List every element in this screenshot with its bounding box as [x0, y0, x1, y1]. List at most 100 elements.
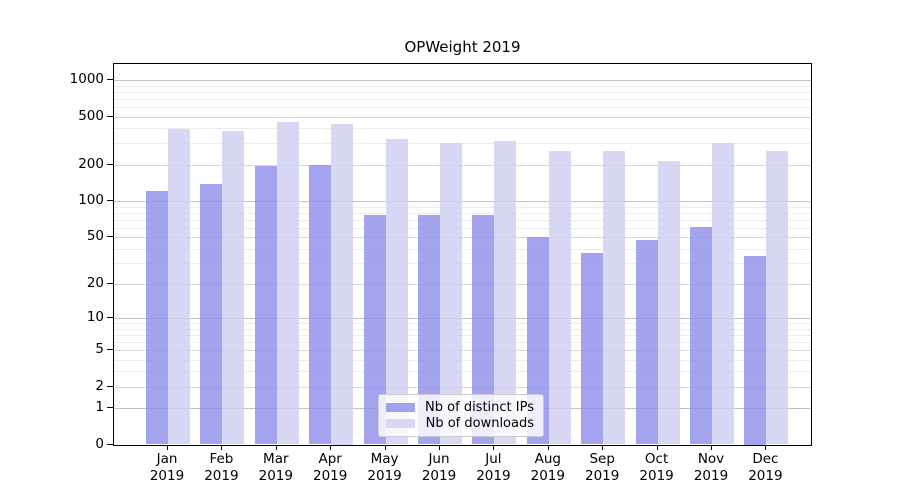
bar-downloads-nov [712, 143, 734, 445]
bar-downloads-jul [494, 140, 517, 445]
bar-ips-jan [146, 190, 168, 445]
bar-ips-feb [200, 183, 223, 445]
x-tick-label-jul: Jul 2019 [476, 451, 511, 484]
x-tick-mark-sep [602, 444, 604, 450]
chart-title: OPWeight 2019 [404, 38, 521, 56]
gridline-500 [114, 116, 811, 118]
legend-label-downloads: Nb of downloads [425, 416, 534, 432]
bar-ips-dec [744, 255, 767, 445]
bar-ips-mar [254, 166, 277, 445]
y-tick-mark-50 [107, 236, 113, 238]
y-tick-mark-0 [107, 443, 113, 445]
x-tick-label-nov: Nov 2019 [693, 451, 729, 484]
gridline-1000 [114, 80, 811, 82]
x-tick-label-apr: Apr 2019 [313, 451, 348, 484]
y-tick-label-1000: 1000 [69, 71, 104, 88]
x-tick-label-oct: Oct 2019 [639, 451, 674, 484]
gridline-7 [114, 334, 811, 336]
gridline-6 [114, 341, 811, 343]
bar-ips-oct [635, 240, 658, 445]
legend: Nb of distinct IPs Nb of downloads [378, 394, 544, 437]
y-tick-mark-500 [107, 115, 113, 117]
x-tick-label-dec: Dec 2019 [748, 451, 783, 484]
y-tick-mark-200 [107, 163, 113, 165]
y-tick-mark-1000 [107, 79, 113, 81]
gridline-100 [114, 201, 811, 203]
x-tick-label-mar: Mar 2019 [258, 451, 293, 484]
legend-swatch-ips [386, 402, 415, 412]
gridline-20 [114, 283, 811, 285]
y-tick-mark-5 [107, 349, 113, 350]
bar-ips-nov [690, 226, 712, 445]
y-tick-label-100: 100 [78, 192, 104, 209]
bar-downloads-may [385, 139, 408, 445]
x-tick-mark-mar [275, 444, 277, 450]
y-tick-label-200: 200 [78, 155, 104, 172]
y-tick-label-2: 2 [95, 377, 104, 394]
gridline-30 [114, 263, 811, 265]
bar-downloads-jun [440, 143, 462, 445]
bar-downloads-sep [603, 151, 626, 445]
y-tick-label-20: 20 [86, 274, 104, 291]
gridline-8 [114, 328, 811, 330]
x-tick-mark-dec [765, 444, 767, 450]
y-tick-label-10: 10 [86, 309, 104, 325]
bar-downloads-oct [657, 160, 680, 445]
x-tick-mark-aug [547, 444, 549, 450]
gridline-3 [114, 371, 811, 373]
gridline-70 [114, 219, 811, 221]
x-tick-mark-jun [439, 444, 440, 450]
y-tick-label-5: 5 [95, 341, 104, 357]
x-tick-label-may: May 2019 [367, 451, 402, 484]
gridline-9 [114, 323, 811, 324]
bar-ips-jul [472, 214, 495, 445]
x-tick-label-feb: Feb 2019 [204, 451, 239, 484]
y-tick-mark-2 [107, 385, 113, 387]
y-tick-mark-10 [107, 317, 113, 318]
bar-ips-sep [581, 252, 604, 445]
bar-downloads-jan [168, 129, 190, 445]
x-tick-mark-jul [493, 444, 495, 450]
gridline-40 [114, 248, 811, 250]
gridline-60 [114, 227, 811, 229]
x-tick-label-aug: Aug 2019 [530, 451, 565, 484]
gridline-50 [114, 237, 811, 239]
bar-downloads-aug [548, 150, 571, 445]
x-tick-mark-oct [656, 444, 658, 450]
legend-swatch-downloads [386, 419, 415, 429]
bar-ips-aug [526, 237, 549, 445]
bar-ips-may [363, 215, 386, 445]
gridline-2 [114, 386, 811, 388]
bar-downloads-feb [222, 130, 245, 445]
gridline-800 [114, 91, 811, 93]
x-tick-mark-jan [167, 444, 168, 450]
y-tick-mark-100 [107, 200, 113, 202]
legend-row-downloads: Nb of downloads [386, 416, 534, 431]
bar-downloads-mar [276, 121, 299, 445]
legend-label-ips: Nb of distinct IPs [425, 399, 534, 415]
bar-ips-jun [418, 215, 440, 445]
gridline-300 [114, 143, 811, 145]
x-tick-mark-feb [221, 444, 223, 450]
bar-downloads-dec [766, 150, 789, 445]
gridline-200 [114, 164, 811, 166]
x-tick-mark-apr [330, 444, 332, 450]
x-tick-label-jun: Jun 2019 [421, 451, 457, 484]
y-tick-label-0: 0 [95, 435, 104, 452]
x-tick-mark-nov [711, 444, 712, 450]
x-tick-label-jan: Jan 2019 [149, 451, 185, 484]
gridline-900 [114, 85, 811, 87]
plot-area [113, 63, 812, 446]
bar-ips-apr [309, 164, 332, 445]
y-tick-mark-1 [107, 406, 113, 408]
gridline-600 [114, 107, 811, 108]
gridline-90 [114, 206, 811, 208]
gridline-80 [114, 212, 811, 214]
gridline-10 [114, 318, 811, 319]
y-tick-mark-20 [107, 282, 113, 284]
gridline-5 [114, 350, 811, 351]
x-tick-label-sep: Sep 2019 [585, 451, 620, 484]
x-tick-mark-may [384, 444, 386, 450]
legend-row-ips: Nb of distinct IPs [386, 400, 534, 415]
